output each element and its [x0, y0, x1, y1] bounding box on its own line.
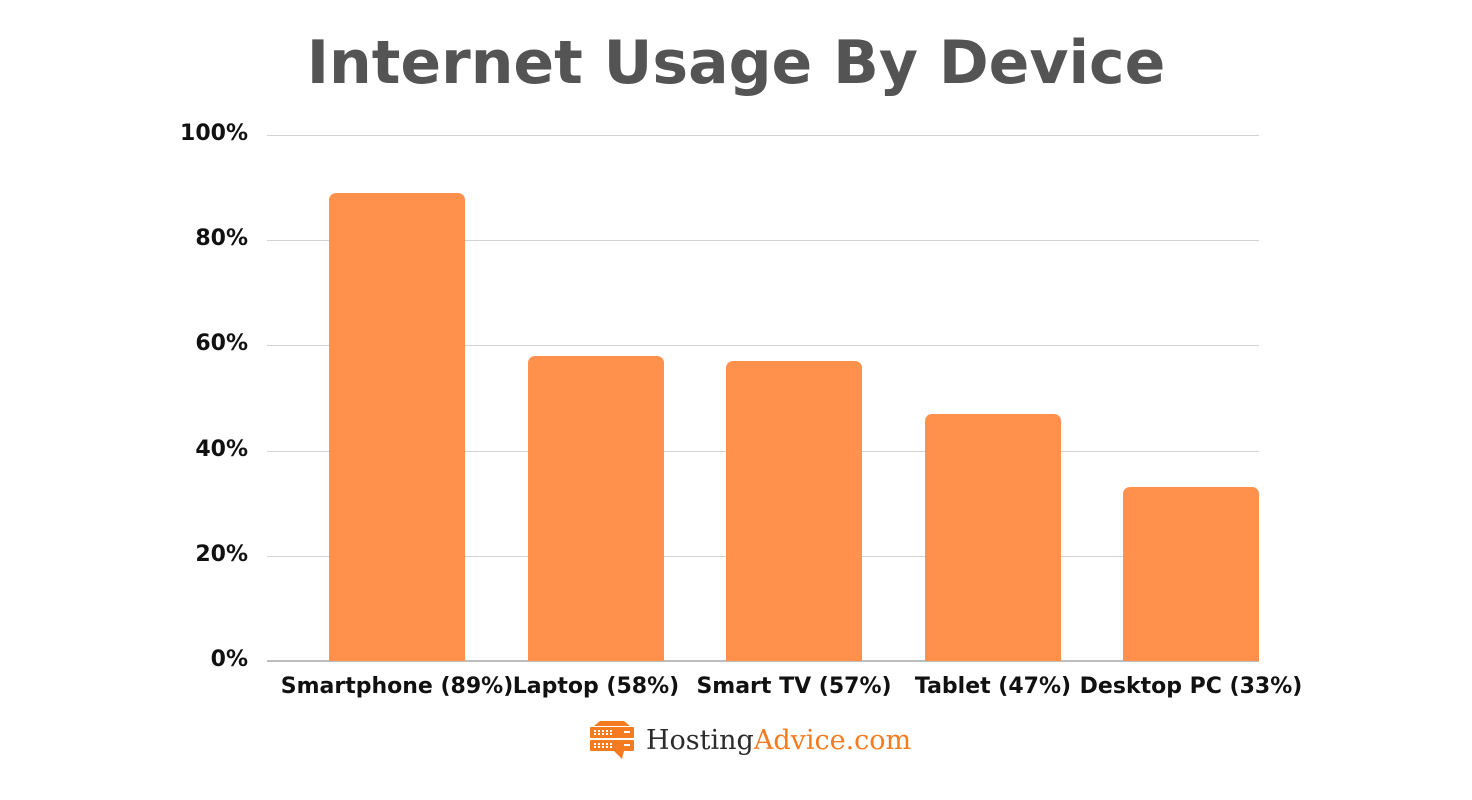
- x-axis-label: Smartphone (89%): [280, 674, 514, 699]
- bar-smartphone: [329, 193, 465, 661]
- bar-tablet: [925, 414, 1061, 661]
- server-logo-icon: [590, 721, 634, 759]
- gridline: [267, 135, 1259, 136]
- hostingadvice-logo: HostingAdvice.com: [588, 720, 911, 760]
- y-tick-label: 100%: [180, 121, 248, 146]
- bar-smart-tv: [726, 361, 862, 661]
- y-tick-label: 40%: [195, 437, 248, 462]
- x-axis-label: Desktop PC (33%): [1079, 674, 1303, 699]
- gridline: [267, 240, 1259, 241]
- x-axis-label: Tablet (47%): [914, 674, 1072, 699]
- chart-title: Internet Usage By Device: [306, 28, 1166, 98]
- y-tick-label: 20%: [195, 542, 248, 567]
- logo-text-hosting: Hosting: [646, 724, 754, 756]
- y-tick-label: 0%: [210, 647, 248, 672]
- y-tick-label: 60%: [195, 331, 248, 356]
- gridline: [267, 345, 1259, 346]
- x-axis-label: Smart TV (57%): [696, 674, 892, 699]
- bar-laptop: [528, 356, 664, 661]
- x-axis-label: Laptop (58%): [512, 674, 680, 699]
- logo-text-advice: Advice.com: [753, 724, 912, 756]
- bar-desktop-pc: [1123, 487, 1259, 661]
- y-tick-label: 80%: [195, 226, 248, 251]
- x-axis-line: [267, 660, 1259, 662]
